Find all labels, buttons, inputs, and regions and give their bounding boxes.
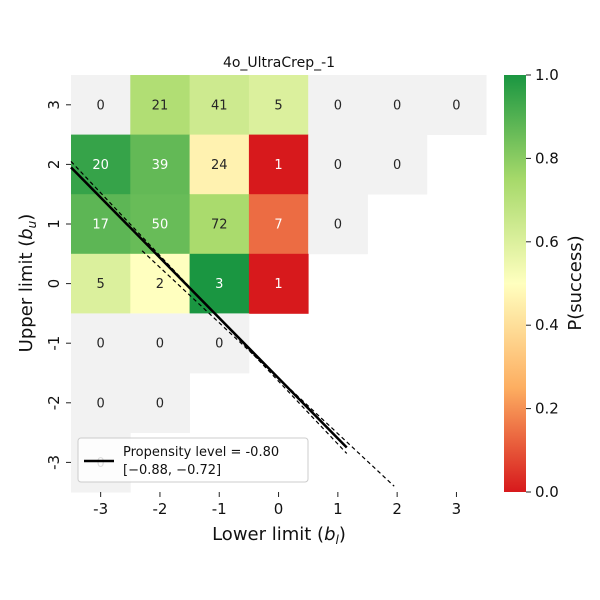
heatmap-cell [189,134,250,195]
propensity-upper-bound-line [141,250,395,487]
cell-count-label: 0 [334,98,342,113]
cell-count-label: 20 [92,158,109,173]
x-axis-label: Lower limit (bl) [212,524,346,547]
cell-count-label: 39 [152,158,169,173]
heatmap-cell [130,313,190,374]
heatmap-cell [71,253,131,314]
cell-count-label: 0 [215,337,223,352]
heatmap-cell [426,75,487,135]
y-axis-ticks: 3 2 1 0 -1 -2 -3 [45,100,71,470]
colorbar: 0.0 0.2 0.4 0.6 0.8 1.0 P(success) [504,66,586,501]
cell-count-label: 3 [215,277,223,292]
y-tick-label: 2 [45,160,63,170]
x-tick-label: -3 [93,500,108,518]
heatmap-cell [71,194,131,255]
heatmap-cell [130,134,190,195]
cell-count-label: 7 [274,218,282,233]
y-tick-label: -1 [45,336,63,351]
cell-count-label: 21 [152,98,169,113]
legend-box [77,437,309,483]
heatmap-cell [308,75,368,135]
heatmap-cell [248,134,309,195]
heatmap-cells: 021415000203924100175072705231000000 [71,75,487,493]
x-axis-ticks: -3 -2 -1 0 1 2 3 [93,492,461,518]
cell-count-label: 1 [274,277,282,292]
cell-count-label: 0 [156,396,164,411]
heatmap-cell [248,194,309,255]
cell-count-label: 5 [274,98,282,113]
y-tick-label: 1 [45,219,63,229]
y-axis-label: Upper limit (bu) [16,214,39,353]
y-tick-label: -2 [45,395,63,410]
cell-count-label: 2 [156,277,164,292]
colorbar-tick-label: 0.4 [535,316,559,334]
propensity-level-line [70,166,348,449]
colorbar-tick-label: 0.8 [535,149,559,167]
cell-count-label: 0 [334,158,342,173]
x-tick-label: 0 [274,500,284,518]
cell-count-label: 0 [452,98,460,113]
legend-label: Propensity level = -0.80 [123,445,279,460]
x-tick-label: 2 [392,500,402,518]
heatmap-cell [130,194,190,255]
heatmap-cell [189,194,250,255]
y-tick-label: 0 [45,279,63,289]
x-tick-label: 1 [333,500,343,518]
cell-count-label: 0 [97,98,105,113]
cell-count-label: 0 [393,158,401,173]
heatmap-cell [367,75,428,135]
cell-count-label: 72 [211,218,228,233]
cell-count-label: 24 [211,158,228,173]
heatmap-cell [367,134,428,195]
colorbar-tick-label: 1.0 [535,66,559,84]
colorbar-label: P(success) [565,235,586,330]
propensity-lower-bound-line [70,161,348,454]
y-tick-label: 3 [45,100,63,110]
colorbar-tick-label: 0.0 [535,483,559,501]
heatmap-cell [130,75,190,135]
x-tick-label: -1 [212,500,227,518]
heatmap-cell [71,134,131,195]
heatmap-cell [189,75,250,135]
colorbar-tick-label: 0.6 [535,233,559,251]
cell-count-label: 0 [334,218,342,233]
heatmap-cell [308,134,368,195]
cell-count-label: 41 [211,98,228,113]
colorbar-tick-label: 0.2 [535,400,559,418]
legend: Propensity level = -0.80 [−0.88, −0.72] [77,437,309,483]
colorbar-gradient [504,75,526,492]
cell-count-label: 50 [152,218,169,233]
legend-interval: [−0.88, −0.72] [123,463,221,478]
heatmap-cell [130,253,190,314]
heatmap-cell [130,373,190,433]
propensity-lines [70,161,395,487]
cell-count-label: 0 [97,337,105,352]
cell-count-label: 1 [274,158,282,173]
heatmap-cell [308,194,368,255]
heatmap-cell [248,253,309,314]
x-tick-label: 3 [452,500,462,518]
chart-title: 4o_UltraCrep_-1 [223,55,335,71]
heatmap-cell [71,373,131,433]
cell-count-label: 0 [156,337,164,352]
heatmap-cell [248,75,309,135]
cell-count-label: 5 [97,277,105,292]
x-tick-label: -2 [152,500,167,518]
cell-count-label: 0 [393,98,401,113]
cell-count-label: 17 [92,218,109,233]
y-tick-label: -3 [45,455,63,470]
cell-count-label: 0 [97,396,105,411]
heatmap-cell [71,313,131,374]
heatmap-cell [71,75,131,135]
